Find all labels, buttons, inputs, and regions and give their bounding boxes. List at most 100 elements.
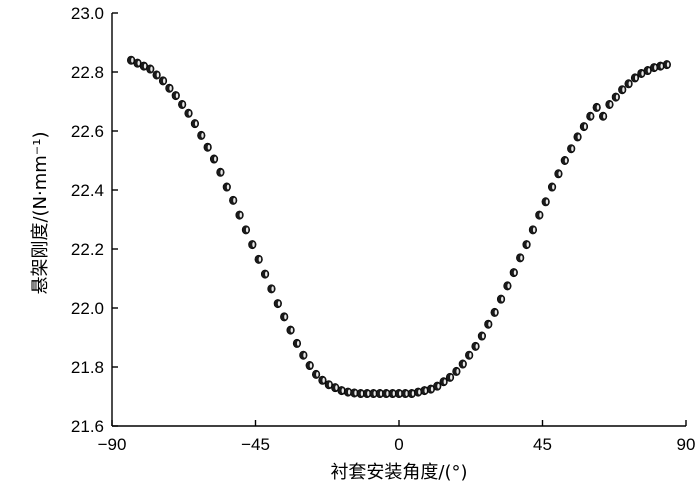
data-point <box>165 83 174 93</box>
y-tick-label: 22.6 <box>71 122 104 141</box>
data-point <box>458 359 467 369</box>
data-point <box>573 132 582 142</box>
data-point-highlight <box>233 197 236 203</box>
data-point-highlight <box>660 63 663 69</box>
data-point-highlight <box>564 158 568 163</box>
y-tick-label: 21.8 <box>71 358 104 377</box>
data-point-highlight <box>239 212 242 218</box>
data-point <box>535 210 544 220</box>
data-point-highlight <box>303 352 306 358</box>
data-point-highlight <box>386 391 389 396</box>
data-point <box>528 225 538 235</box>
data-point-highlight <box>252 242 255 247</box>
data-point-highlight <box>475 343 478 349</box>
data-point-highlight <box>596 105 600 110</box>
data-point-highlight <box>392 391 396 396</box>
y-tick-label: 21.6 <box>71 417 104 436</box>
data-point-highlight <box>430 386 434 392</box>
data-point-highlight <box>507 283 510 289</box>
data-point-highlight <box>443 379 447 385</box>
data-point-highlight <box>456 369 459 374</box>
data-point-highlight <box>628 81 631 87</box>
data-point-highlight <box>143 63 147 69</box>
y-axis-label: 悬架刚度/(N·mm⁻¹) <box>30 131 51 294</box>
data-point <box>516 253 525 263</box>
data-points <box>127 55 671 399</box>
data-point-highlight <box>328 382 332 388</box>
data-point-highlight <box>622 87 625 93</box>
data-point-highlight <box>520 255 523 261</box>
data-point-highlight <box>316 371 319 377</box>
data-point-highlight <box>411 391 415 396</box>
data-point-highlight <box>615 94 619 100</box>
data-point <box>592 102 601 112</box>
data-point-highlight <box>245 227 249 233</box>
data-point <box>547 182 557 192</box>
data-point-highlight <box>194 121 198 127</box>
data-point-highlight <box>354 390 357 396</box>
data-point-highlight <box>405 391 408 396</box>
data-point-highlight <box>488 321 491 327</box>
data-point-highlight <box>214 156 217 162</box>
data-point-highlight <box>373 391 376 396</box>
data-point-highlight <box>609 102 612 107</box>
data-point <box>605 99 614 109</box>
data-point-highlight <box>207 144 211 150</box>
x-tick-label: 45 <box>533 435 552 454</box>
data-point <box>541 197 550 207</box>
data-point <box>567 144 576 154</box>
data-point-highlight <box>577 134 580 140</box>
x-tick-label: 0 <box>394 435 403 454</box>
data-point-highlight <box>437 383 440 389</box>
data-point <box>471 341 480 351</box>
y-tick-label: 22.0 <box>71 299 104 318</box>
data-point-highlight <box>469 352 472 358</box>
data-point-highlight <box>603 113 606 119</box>
data-point <box>452 366 461 376</box>
data-point <box>178 99 187 109</box>
data-point <box>611 92 620 102</box>
data-point-highlight <box>418 389 421 395</box>
data-point-highlight <box>322 377 325 383</box>
data-point-highlight <box>367 391 370 396</box>
data-point-highlight <box>526 242 529 247</box>
data-point <box>496 294 506 304</box>
x-tick-label: −90 <box>98 435 127 454</box>
data-point-highlight <box>590 113 593 119</box>
data-point <box>598 111 608 121</box>
data-point <box>579 122 589 132</box>
data-point-highlight <box>284 314 287 320</box>
data-point-highlight <box>290 327 293 333</box>
data-point-highlight <box>583 124 587 129</box>
data-point-highlight <box>150 66 153 72</box>
data-point-highlight <box>501 296 504 302</box>
y-tick-label: 23.0 <box>71 4 104 23</box>
x-tick-label: −45 <box>241 435 270 454</box>
data-point <box>560 156 569 166</box>
x-tick-label: 90 <box>677 435 696 454</box>
data-point <box>158 76 168 86</box>
data-point-highlight <box>450 374 453 380</box>
data-point-highlight <box>137 60 140 66</box>
data-point <box>465 350 474 360</box>
data-point <box>152 70 161 80</box>
data-point-highlight <box>634 75 638 81</box>
data-point <box>509 268 518 278</box>
data-point-highlight <box>360 391 364 396</box>
data-point-highlight <box>265 271 268 277</box>
data-point <box>445 372 455 382</box>
data-point <box>439 377 448 387</box>
data-point <box>586 111 595 121</box>
data-point-highlight <box>131 57 134 63</box>
data-point-highlight <box>571 146 574 152</box>
data-point-highlight <box>424 388 427 393</box>
y-tick-label: 22.2 <box>71 240 104 259</box>
data-point-highlight <box>201 133 204 138</box>
y-tick-label: 22.4 <box>71 181 104 200</box>
data-point-highlight <box>347 389 351 395</box>
data-point-highlight <box>539 212 542 218</box>
data-point-highlight <box>226 184 230 190</box>
data-point-highlight <box>641 71 644 76</box>
axes: 21.6 21.8 22.0 22.2 22.4 22.6 22.8 23.0 −90 −45 0 4… <box>71 4 696 454</box>
